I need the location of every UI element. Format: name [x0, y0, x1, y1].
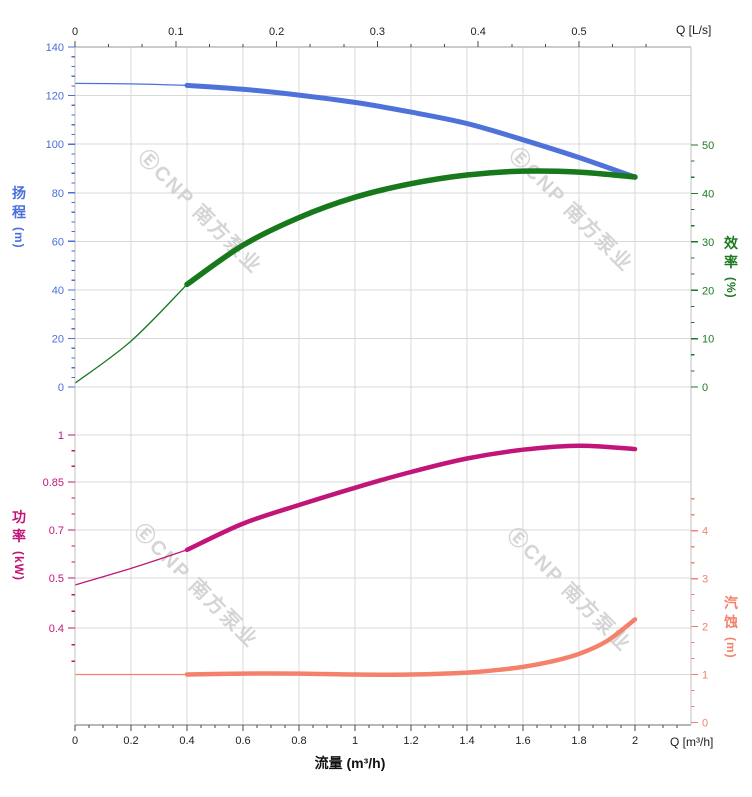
- cnp-watermark: ⒺCNP 南方泵业: [133, 145, 267, 279]
- npsh-tick-label: 1: [702, 670, 708, 682]
- power-axis-unit: (kW): [12, 551, 26, 581]
- x-tick-label: 0.1: [168, 26, 183, 38]
- x-tick-label: 0.2: [123, 735, 138, 747]
- x-tick-label: 1.2: [403, 735, 418, 747]
- power-axis-title-char1: 功: [12, 509, 26, 525]
- x-tick-label: 1.8: [571, 735, 586, 747]
- eff-curve-thin: [74, 283, 188, 384]
- efficiency-axis-unit: (%): [724, 277, 738, 299]
- power-axis-title-char2: 率: [12, 528, 26, 544]
- head-tick-label: 40: [52, 285, 64, 297]
- npsh-tick-label: 3: [702, 574, 708, 586]
- x-tick-label: 1.4: [459, 735, 474, 747]
- eff-tick-label: 0: [702, 382, 708, 394]
- efficiency-axis-title: 效 率 (%): [717, 234, 745, 302]
- eff-tick-label: 30: [702, 237, 714, 249]
- power-curve-thin: [74, 549, 188, 586]
- flow-axis-title: 流量 (m³/h): [314, 755, 386, 771]
- efficiency-axis-title-char2: 率: [724, 254, 738, 270]
- npsh-axis-title: 汽 蚀 (m): [717, 594, 745, 662]
- head-tick-label: 20: [52, 334, 64, 346]
- x-tick-label: 0.3: [370, 26, 385, 38]
- eff-tick-label: 10: [702, 334, 714, 346]
- npsh-axis-title-char2: 蚀: [724, 614, 738, 630]
- bottom-axis-unit-label: Q [m³/h]: [670, 735, 714, 749]
- npsh-axis-title-char1: 汽: [724, 595, 738, 611]
- eff-tick-label: 50: [702, 140, 714, 152]
- head-tick-label: 100: [46, 139, 64, 151]
- power-axis-title: 功 率 (kW): [5, 508, 33, 584]
- x-tick-label: 0: [72, 735, 78, 747]
- power-tick-label: 0.85: [43, 477, 64, 489]
- head-tick-label: 140: [46, 42, 64, 54]
- power-tick-label: 0.7: [49, 525, 64, 537]
- npsh-tick-label: 0: [702, 718, 708, 730]
- npsh-axis-unit: (m): [724, 637, 738, 659]
- eff-tick-label: 40: [702, 188, 714, 200]
- x-tick-label: 0: [72, 26, 78, 38]
- head-curve-thin: [74, 82, 188, 87]
- head-axis-title-char1: 扬: [12, 185, 26, 201]
- top-axis-unit-label: Q [L/s]: [676, 23, 712, 37]
- head-axis-title: 扬 程 (m): [5, 184, 33, 252]
- eff-curve: [184, 168, 638, 288]
- head-tick-label: 0: [58, 382, 64, 394]
- head-tick-label: 80: [52, 188, 64, 200]
- x-tick-label: 1: [352, 735, 358, 747]
- power-tick-label: 0.5: [49, 573, 64, 585]
- x-tick-label: 1.6: [515, 735, 530, 747]
- npsh-curve: [184, 617, 638, 677]
- head-axis-title-char2: 程: [12, 204, 26, 220]
- cnp-watermark: ⒺCNP 南方泵业: [504, 143, 638, 277]
- x-tick-label: 0.8: [291, 735, 306, 747]
- x-tick-label: 0.2: [269, 26, 284, 38]
- npsh-tick-label: 4: [702, 526, 708, 538]
- x-tick-label: 0.4: [179, 735, 194, 747]
- efficiency-axis-title-char1: 效: [724, 235, 738, 251]
- head-tick-label: 120: [46, 91, 64, 103]
- x-tick-label: 0.5: [571, 26, 586, 38]
- eff-tick-label: 20: [702, 285, 714, 297]
- power-tick-label: 0.4: [49, 623, 64, 635]
- x-tick-label: 2: [632, 735, 638, 747]
- head-tick-label: 60: [52, 236, 64, 248]
- npsh-tick-label: 2: [702, 622, 708, 634]
- power-curve: [184, 443, 638, 553]
- x-tick-label: 0.4: [471, 26, 486, 38]
- power-tick-label: 1: [58, 430, 64, 442]
- head-curve: [184, 82, 638, 180]
- head-axis-unit: (m): [12, 227, 26, 249]
- x-tick-label: 0.6: [235, 735, 250, 747]
